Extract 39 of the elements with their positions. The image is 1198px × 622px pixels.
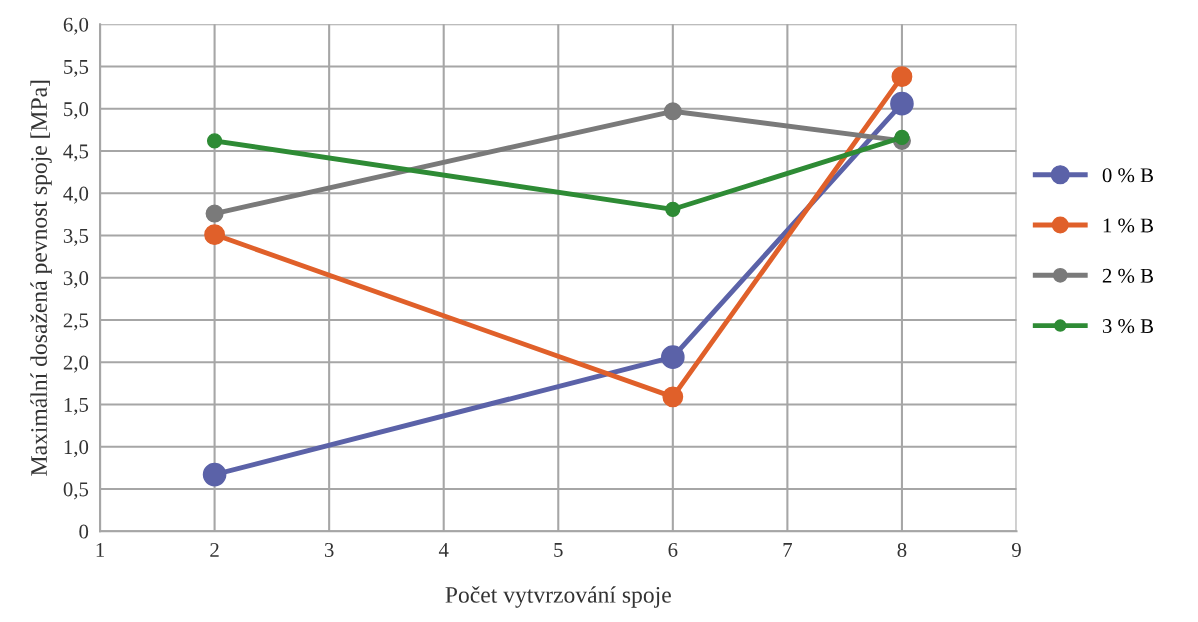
y-tick-label: 6,0 bbox=[63, 17, 89, 35]
y-tick-label: 3,0 bbox=[63, 271, 89, 289]
legend-label: 1 % B bbox=[1103, 218, 1153, 233]
y-tick-label: 4,5 bbox=[63, 144, 89, 162]
y-tick-label: 1,0 bbox=[64, 440, 89, 458]
y-tick-label: 2,0 bbox=[63, 355, 89, 373]
legend-label: 2 % B bbox=[1102, 268, 1153, 283]
y-tick-label: 2,5 bbox=[63, 313, 89, 331]
point bbox=[202, 462, 227, 487]
y-tick-label: 1,5 bbox=[64, 397, 89, 415]
x-tick-label: 4 bbox=[438, 543, 449, 557]
x-tick-label: 1 bbox=[96, 543, 104, 557]
x-tick-label: 3 bbox=[324, 542, 334, 557]
point bbox=[205, 204, 224, 223]
x-axis-title: Počet vytvrzování spoje bbox=[445, 586, 671, 608]
y-tick-label: 5,0 bbox=[64, 102, 89, 120]
point bbox=[661, 345, 685, 369]
x-tick-label: 6 bbox=[668, 542, 678, 557]
point bbox=[891, 66, 913, 88]
y-tick-label: 3,5 bbox=[63, 228, 89, 246]
point bbox=[665, 201, 681, 217]
x-tick-label: 2 bbox=[210, 542, 219, 557]
y-tick-label: 5,5 bbox=[64, 60, 89, 77]
point bbox=[894, 129, 910, 146]
y-tick-label: 4,0 bbox=[63, 186, 89, 204]
point bbox=[890, 91, 914, 116]
x-tick-label: 7 bbox=[783, 543, 792, 557]
y-tick-label: 0,5 bbox=[63, 482, 89, 500]
x-tick-label: 9 bbox=[1011, 542, 1021, 557]
y-axis-title: Maximální dosažená pevnost spoje [MPa] bbox=[30, 80, 52, 476]
y-tick-label: 0 bbox=[79, 524, 89, 539]
x-tick-label: 8 bbox=[897, 542, 907, 557]
legend-label: 3 % B bbox=[1102, 319, 1153, 334]
x-tick-label: 5 bbox=[554, 543, 563, 557]
point bbox=[662, 386, 684, 408]
point bbox=[206, 133, 223, 149]
legend-label: 0 % B bbox=[1102, 168, 1153, 183]
point bbox=[663, 102, 682, 121]
point bbox=[204, 224, 226, 246]
